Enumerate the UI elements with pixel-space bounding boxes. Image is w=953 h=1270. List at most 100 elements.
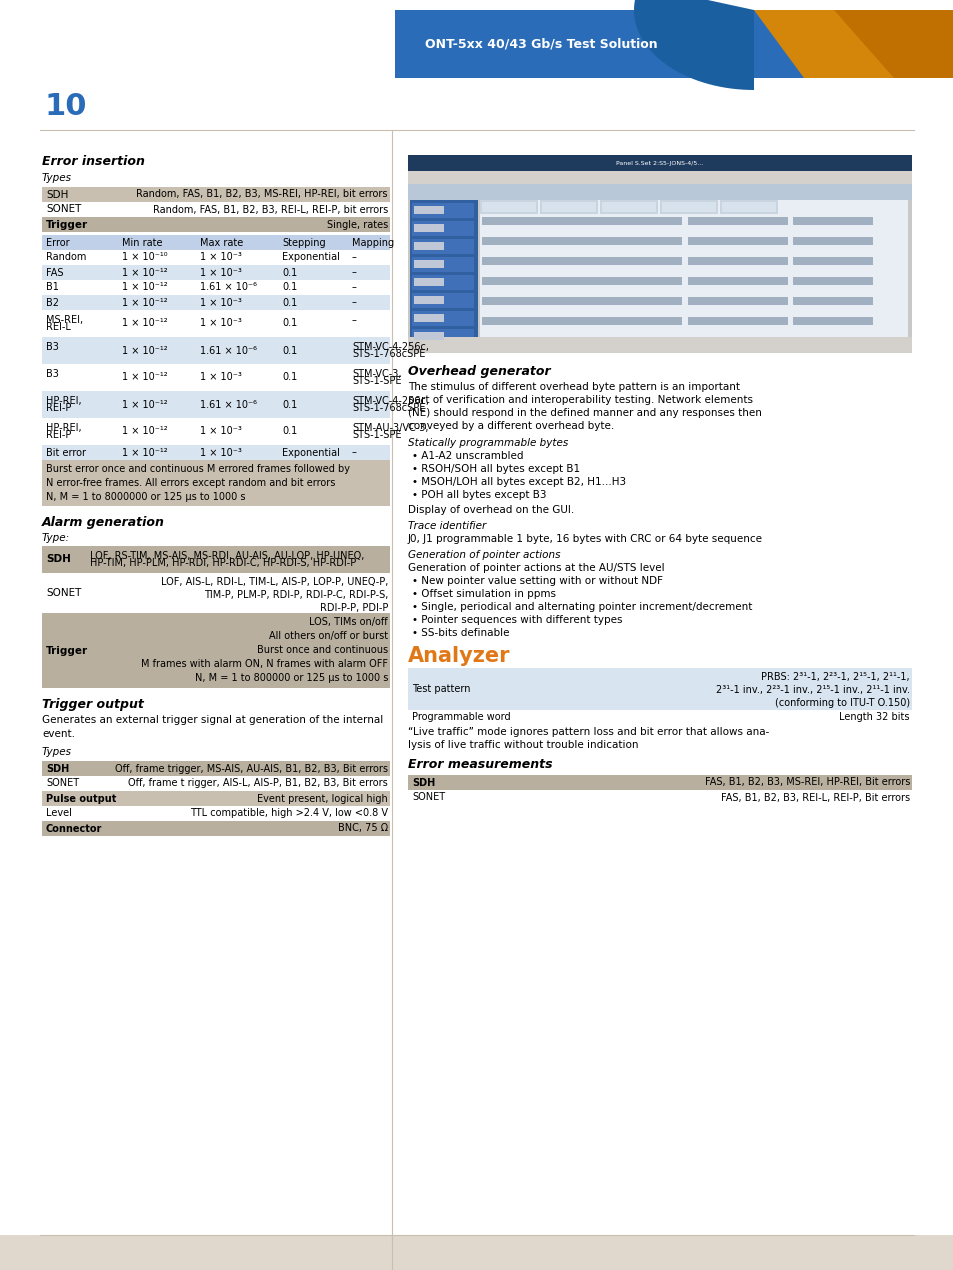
Text: 0.1: 0.1 [282,268,297,278]
Text: Trigger: Trigger [46,645,88,655]
Text: Type:: Type: [42,533,71,544]
Polygon shape [833,10,953,77]
Bar [412,293,474,309]
Text: Burst error once and continuous M errored frames followed by: Burst error once and continuous M errore… [46,464,350,474]
Text: Random, FAS, B1, B2, B3, REI-L, REI-P, bit errors: Random, FAS, B1, B2, B3, REI-L, REI-P, b… [152,204,388,215]
Text: • New pointer value setting with or without NDF: • New pointer value setting with or with… [412,577,662,585]
Text: 1 × 10⁻¹²: 1 × 10⁻¹² [122,268,168,278]
Text: 1 × 10⁻¹²: 1 × 10⁻¹² [122,372,168,382]
Bar [412,311,474,326]
Text: Types: Types [42,173,71,183]
Text: STM-VC-4-256c,: STM-VC-4-256c, [352,396,429,406]
Bar [481,237,681,245]
Bar [42,573,390,613]
Text: REI-P: REI-P [46,403,71,413]
Bar [42,444,390,460]
Text: STS-1-SPE: STS-1-SPE [352,376,401,386]
Bar [42,761,390,776]
Bar [42,418,390,444]
Bar [659,199,718,215]
Bar [408,337,911,353]
Bar [414,296,443,304]
Bar [721,202,775,212]
Text: HP-REI,: HP-REI, [46,396,82,406]
Text: 1 × 10⁻¹⁰: 1 × 10⁻¹⁰ [122,253,168,263]
Text: lysis of live traffic without trouble indication: lysis of live traffic without trouble in… [408,740,638,751]
Text: SDH: SDH [412,777,435,787]
Bar [42,820,390,836]
Bar [601,202,656,212]
Text: (conforming to ITU-T O.150): (conforming to ITU-T O.150) [774,698,909,707]
Text: Trigger: Trigger [46,220,88,230]
Text: 0.1: 0.1 [282,282,297,292]
Text: Trigger output: Trigger output [42,698,144,711]
Bar [42,235,390,250]
Text: B2: B2 [46,297,59,307]
Text: STM-VC-3,: STM-VC-3, [352,370,401,378]
Bar [42,806,390,820]
Bar [42,217,390,232]
Text: Generates an external trigger signal at generation of the internal: Generates an external trigger signal at … [42,715,383,725]
Text: Generation of pointer actions: Generation of pointer actions [408,550,560,560]
Text: 0.1: 0.1 [282,372,297,382]
Text: 0.1: 0.1 [282,427,297,437]
Bar [687,318,787,325]
Text: Length 32 bits: Length 32 bits [839,712,909,723]
Text: 1 × 10⁻³: 1 × 10⁻³ [200,427,242,437]
Text: • Pointer sequences with different types: • Pointer sequences with different types [412,615,622,625]
Text: • MSOH/LOH all bytes except B2, H1...H3: • MSOH/LOH all bytes except B2, H1...H3 [412,478,625,486]
Text: Panel S.Set 2:S5-JONS-4/5...: Panel S.Set 2:S5-JONS-4/5... [616,160,703,165]
Text: SONET: SONET [46,779,79,789]
Text: conveyed by a different overhead byte.: conveyed by a different overhead byte. [408,420,614,431]
Text: All others on/off or burst: All others on/off or burst [269,631,388,641]
Bar [414,314,443,323]
Text: Min rate: Min rate [122,237,162,248]
Text: Burst once and continuous: Burst once and continuous [256,645,388,655]
Text: –: – [352,282,356,292]
Text: Trace identifier: Trace identifier [408,521,486,531]
Bar [541,202,596,212]
Polygon shape [753,10,953,77]
Bar [599,199,658,215]
Bar [42,460,390,505]
Text: FAS: FAS [46,268,64,278]
Text: Error measurements: Error measurements [408,758,552,771]
Text: Overhead generator: Overhead generator [408,364,550,378]
Bar [414,331,443,340]
Text: 1 × 10⁻¹²: 1 × 10⁻¹² [122,297,168,307]
Bar [42,391,390,418]
Text: 1 × 10⁻³: 1 × 10⁻³ [200,372,242,382]
Text: N error-free frames. All errors except random and bit errors: N error-free frames. All errors except r… [46,478,335,488]
Text: SONET: SONET [46,588,81,598]
Text: • SS-bits definable: • SS-bits definable [412,627,509,638]
Bar [414,243,443,250]
Text: part of verification and interoperability testing. Network elements: part of verification and interoperabilit… [408,395,752,405]
Text: FAS, B1, B2, B3, MS-REI, HP-REI, Bit errors: FAS, B1, B2, B3, MS-REI, HP-REI, Bit err… [704,777,909,787]
Bar [42,776,390,791]
Text: Error insertion: Error insertion [42,155,145,168]
Text: 0.1: 0.1 [282,345,297,356]
Text: J0, J1 programmable 1 byte, 16 bytes with CRC or 64 byte sequence: J0, J1 programmable 1 byte, 16 bytes wit… [408,533,762,544]
Text: Display of overhead on the GUI.: Display of overhead on the GUI. [408,505,574,516]
Text: 1 × 10⁻³: 1 × 10⁻³ [200,447,242,457]
Bar [414,260,443,268]
Bar [42,202,390,217]
Text: 2³¹-1 inv., 2²³-1 inv., 2¹⁵-1 inv., 2¹¹-1 inv.: 2³¹-1 inv., 2²³-1 inv., 2¹⁵-1 inv., 2¹¹-… [716,685,909,695]
Text: –: – [352,447,356,457]
Text: –: – [352,297,356,307]
Text: • RSOH/SOH all bytes except B1: • RSOH/SOH all bytes except B1 [412,464,579,474]
Text: Event present, logical high: Event present, logical high [257,794,388,804]
Bar [481,277,681,284]
Bar [479,199,537,215]
Text: 1.61 × 10⁻⁶: 1.61 × 10⁻⁶ [200,400,256,409]
Bar [42,279,390,295]
Bar [408,775,911,790]
Bar [481,257,681,265]
Text: STS-1-768cSPE: STS-1-768cSPE [352,403,425,413]
Text: B3: B3 [46,342,59,352]
Text: REI-P: REI-P [46,431,71,439]
Bar [408,171,911,184]
Text: TTL compatible, high >2.4 V, low <0.8 V: TTL compatible, high >2.4 V, low <0.8 V [190,809,388,818]
Text: 1.61 × 10⁻⁶: 1.61 × 10⁻⁶ [200,282,256,292]
Bar [42,295,390,310]
